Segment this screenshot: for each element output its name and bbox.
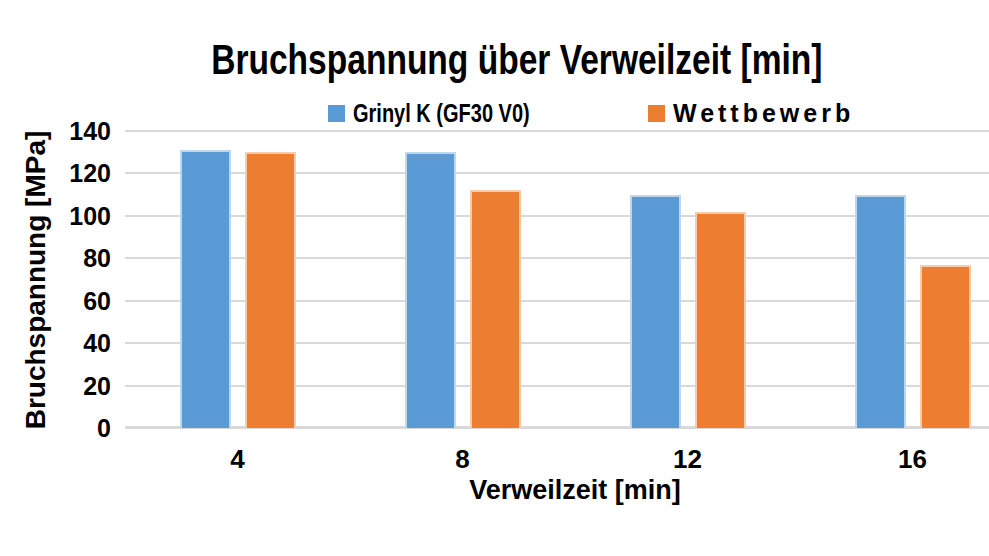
y-tick-label-140: 140 bbox=[0, 116, 111, 146]
bar-grinyl-k-gf30-v0-x4 bbox=[180, 150, 231, 428]
y-tick-label-80: 80 bbox=[0, 243, 111, 273]
bar-wettbewerb-x12 bbox=[695, 212, 746, 428]
bar-groups bbox=[125, 131, 989, 428]
x-tick-label-8: 8 bbox=[350, 444, 575, 474]
bar-wettbewerb-x16 bbox=[920, 265, 971, 428]
y-tick-label-60: 60 bbox=[0, 286, 111, 316]
x-tick-label-16: 16 bbox=[800, 444, 989, 474]
chart-title: Bruchspannung über Verweilzeit [min] bbox=[0, 36, 989, 83]
plot-area bbox=[125, 131, 989, 428]
y-tick-label-0: 0 bbox=[0, 413, 111, 443]
legend-label-wrap: Grinyl K (GF30 V0) bbox=[353, 99, 525, 128]
y-tick-label-100: 100 bbox=[0, 201, 111, 231]
y-tick-label-20: 20 bbox=[0, 371, 111, 401]
legend-label: Grinyl K (GF30 V0) bbox=[353, 99, 530, 128]
x-tick-label-12: 12 bbox=[575, 444, 800, 474]
legend-marker-icon bbox=[328, 105, 345, 122]
legend-entry-1: Grinyl K (GF30 V0) bbox=[328, 99, 525, 128]
bar-grinyl-k-gf30-v0-x12 bbox=[630, 195, 681, 428]
y-tick-label-40: 40 bbox=[0, 328, 111, 358]
bar-chart: Bruchspannung über Verweilzeit [min] Gri… bbox=[0, 0, 989, 556]
bar-grinyl-k-gf30-v0-x8 bbox=[405, 152, 456, 428]
x-axis-title: Verweilzeit [min] bbox=[125, 474, 989, 506]
chart-title-text: Bruchspannung über Verweilzeit [min] bbox=[211, 36, 822, 83]
x-tick-label-4: 4 bbox=[125, 444, 350, 474]
bar-grinyl-k-gf30-v0-x16 bbox=[855, 195, 906, 428]
legend-entry-2: Wettbewerb bbox=[648, 99, 854, 128]
legend-label-wrap: Wettbewerb bbox=[673, 99, 854, 128]
legend-label: Wettbewerb bbox=[673, 99, 854, 127]
y-tick-label-120: 120 bbox=[0, 158, 111, 188]
bar-wettbewerb-x8 bbox=[470, 190, 521, 428]
bar-wettbewerb-x4 bbox=[245, 152, 296, 428]
bar-group-8 bbox=[350, 131, 575, 428]
bar-group-12 bbox=[575, 131, 800, 428]
legend-marker-icon bbox=[648, 105, 665, 122]
bar-group-4 bbox=[125, 131, 350, 428]
bar-group-16 bbox=[800, 131, 989, 428]
legend: Grinyl K (GF30 V0) Wettbewerb bbox=[328, 99, 854, 128]
